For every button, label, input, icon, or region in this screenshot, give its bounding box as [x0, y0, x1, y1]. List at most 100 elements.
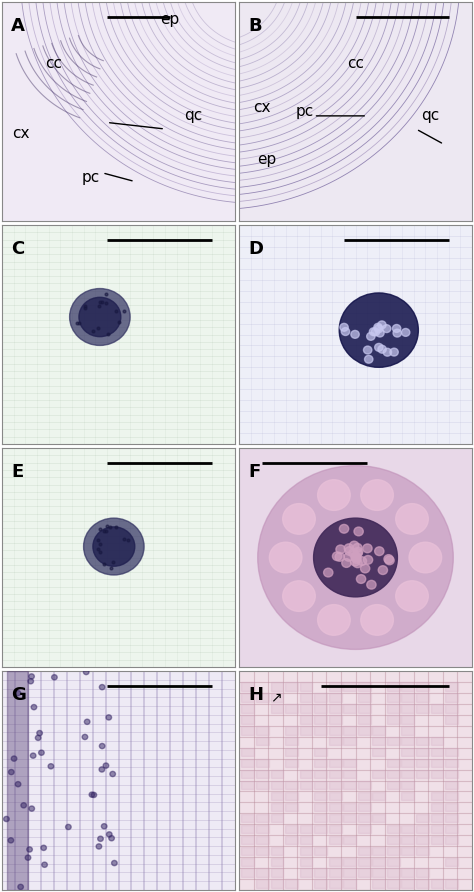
Bar — [387, 715, 400, 723]
Bar — [358, 814, 371, 822]
Text: cx: cx — [12, 126, 29, 141]
Bar — [300, 780, 312, 789]
Text: ep: ep — [160, 12, 179, 27]
Bar — [430, 759, 443, 767]
Bar — [343, 869, 356, 877]
Text: D: D — [248, 241, 264, 259]
Bar — [343, 737, 356, 746]
Bar — [314, 693, 327, 702]
Bar — [373, 880, 385, 888]
Bar — [387, 737, 400, 746]
Circle shape — [82, 734, 88, 739]
Bar — [430, 705, 443, 713]
Bar — [241, 705, 254, 713]
Bar — [314, 814, 327, 822]
Bar — [358, 693, 371, 702]
Bar — [401, 792, 414, 800]
Bar — [271, 803, 283, 811]
Bar — [387, 759, 400, 767]
Bar — [300, 726, 312, 734]
Circle shape — [341, 327, 350, 335]
Circle shape — [390, 348, 398, 356]
Bar — [271, 880, 283, 888]
Circle shape — [110, 772, 116, 777]
Text: ep: ep — [257, 153, 277, 167]
Circle shape — [396, 504, 428, 534]
Bar — [241, 825, 254, 833]
Bar — [358, 792, 371, 800]
Circle shape — [365, 355, 373, 363]
Circle shape — [363, 544, 372, 553]
Bar — [343, 759, 356, 767]
Bar — [271, 869, 283, 877]
Bar — [358, 705, 371, 713]
Bar — [256, 814, 269, 822]
Bar — [329, 693, 342, 702]
Bar — [285, 803, 298, 811]
Bar — [314, 825, 327, 833]
Circle shape — [378, 321, 386, 329]
Bar — [314, 770, 327, 779]
Bar — [430, 770, 443, 779]
Bar — [271, 770, 283, 779]
Circle shape — [42, 862, 47, 867]
Bar — [271, 705, 283, 713]
Bar — [358, 857, 371, 866]
Bar — [256, 847, 269, 855]
Circle shape — [339, 293, 419, 368]
Bar — [7, 671, 27, 890]
Bar — [329, 770, 342, 779]
Bar — [358, 847, 371, 855]
Bar — [387, 847, 400, 855]
Bar — [241, 715, 254, 723]
Bar — [314, 847, 327, 855]
Text: G: G — [11, 687, 26, 705]
Bar — [401, 836, 414, 844]
Bar — [445, 836, 458, 844]
Bar — [256, 759, 269, 767]
Bar — [343, 814, 356, 822]
Text: qc: qc — [421, 108, 439, 123]
Bar — [241, 780, 254, 789]
Text: C: C — [11, 241, 25, 259]
Circle shape — [353, 543, 362, 552]
Circle shape — [383, 325, 391, 333]
Circle shape — [29, 806, 35, 811]
Circle shape — [100, 684, 105, 690]
Bar — [343, 682, 356, 690]
Bar — [430, 803, 443, 811]
Circle shape — [364, 346, 372, 354]
Circle shape — [378, 566, 388, 574]
Bar — [314, 748, 327, 756]
Bar — [445, 715, 458, 723]
Bar — [241, 847, 254, 855]
Circle shape — [103, 763, 109, 768]
Text: cx: cx — [254, 100, 271, 115]
Bar — [416, 825, 429, 833]
Bar — [445, 682, 458, 690]
Bar — [416, 847, 429, 855]
Circle shape — [378, 345, 386, 353]
Bar — [314, 869, 327, 877]
Bar — [445, 705, 458, 713]
Circle shape — [15, 781, 21, 787]
Circle shape — [48, 764, 54, 769]
Circle shape — [106, 714, 111, 720]
Circle shape — [374, 343, 383, 351]
Circle shape — [367, 581, 376, 589]
Circle shape — [374, 325, 383, 333]
Text: B: B — [248, 18, 262, 36]
Circle shape — [269, 542, 302, 573]
Bar — [373, 737, 385, 746]
Circle shape — [283, 581, 315, 611]
Bar — [445, 814, 458, 822]
Circle shape — [383, 348, 392, 356]
Circle shape — [8, 838, 14, 843]
Bar — [329, 737, 342, 746]
Circle shape — [361, 480, 393, 510]
Circle shape — [25, 855, 31, 860]
Bar — [300, 715, 312, 723]
Circle shape — [352, 552, 361, 561]
Bar — [445, 693, 458, 702]
Circle shape — [314, 518, 397, 597]
